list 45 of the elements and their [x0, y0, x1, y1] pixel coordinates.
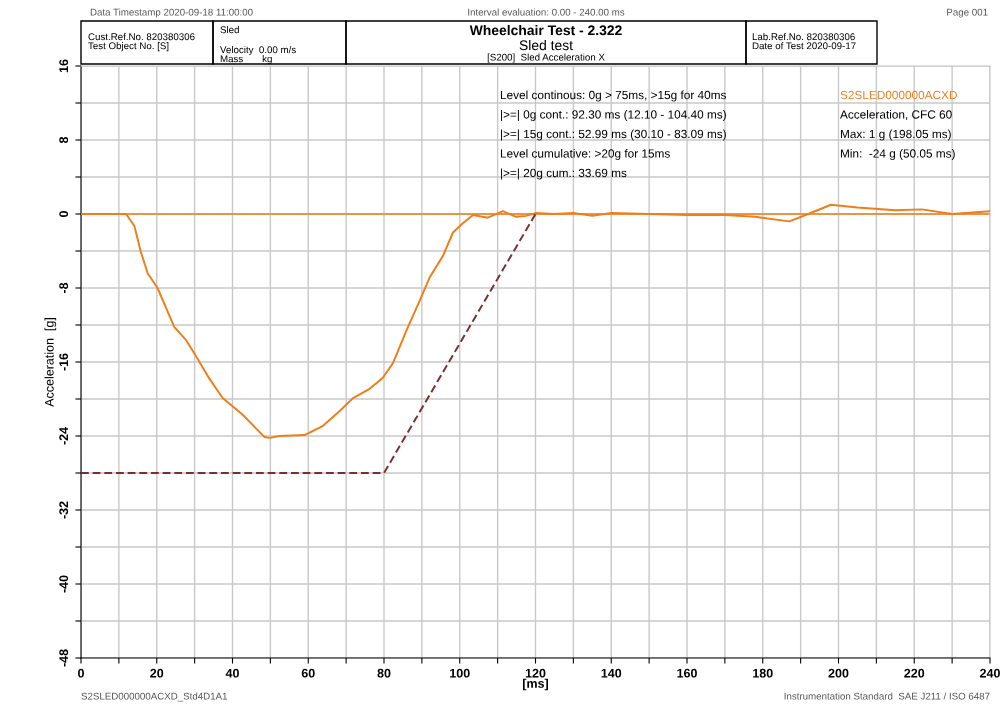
y-tick-label: 8 [59, 136, 69, 144]
annotation: Max: 1 g (198.05 ms) [840, 129, 951, 141]
text: Lab.Ref.No. 820380306 Date of Test 2020-09-17 [752, 33, 856, 50]
text: Page 001 [947, 8, 988, 18]
y-tick-label: 0 [59, 211, 69, 217]
x-tick-label: 0 [78, 668, 84, 678]
y-tick-label: -32 [59, 501, 69, 519]
x-tick-label: 140 [601, 668, 622, 678]
x-tick-label: 80 [377, 668, 391, 678]
x-tick-label: 120 [525, 668, 546, 678]
annotation: |>=| 15g cont.: 52.99 ms (30.10 - 83.09 ms) [501, 129, 726, 141]
text: Data Timestamp 2020-09-18 11:00:00 [90, 8, 253, 18]
x-tick-label: 160 [677, 668, 697, 678]
x-tick-label: 60 [301, 668, 315, 678]
text: S2SLED000000ACXD [840, 90, 957, 100]
annotation: Level continous: 0g > 75ms, >15g for 40ms [500, 90, 726, 102]
x-tick-label: 20 [150, 668, 164, 678]
text: Velocity 0.00 m/s Mass kg [220, 46, 296, 65]
y-tick-label: -40 [59, 575, 69, 593]
chart-title: Wheelchair Test - 2.322 [469, 25, 622, 36]
text: S2SLED000000ACXD_Std4D1A1 [81, 692, 227, 702]
x-tick-label: 100 [450, 668, 470, 678]
text: Cust.Ref.No. 820380306 Test Object No. [S] [88, 33, 195, 52]
y-axis-title: Acceleration [g] [44, 318, 57, 407]
y-tick-label: -16 [59, 353, 69, 371]
x-axis-title: [ms] [523, 678, 548, 691]
text: [S200] Sled Acceleration X [487, 53, 605, 63]
annotation: Acceleration, CFC 60 [840, 110, 952, 121]
y-tick-label: -24 [59, 427, 68, 445]
text: Sled [220, 26, 239, 34]
text: Instrumentation Standard SAE J211 / ISO 6487 [784, 692, 990, 700]
text: Interval evaluation: 0.00 - 240.00 ms [468, 8, 625, 16]
x-tick-label: 200 [828, 668, 849, 678]
chart-subtitle: Sled test [519, 40, 573, 51]
x-tick-label: 240 [980, 668, 1000, 678]
annotation: Min: -24 g (50.05 ms) [840, 149, 955, 160]
y-tick-label: -48 [59, 649, 69, 667]
x-tick-label: 220 [904, 668, 925, 678]
y-tick-label: -8 [59, 282, 69, 294]
annotation: |>=| 20g cum.: 33.69 ms [501, 168, 627, 180]
annotation: |>=| 0g cont.: 92.30 ms (12.10 - 104.40 ms) [501, 109, 726, 122]
x-tick-label: 180 [753, 668, 773, 678]
annotation: Level cumulative: >20g for 15ms [500, 149, 670, 160]
y-tick-label: 16 [59, 59, 69, 73]
x-tick-label: 40 [225, 668, 239, 678]
